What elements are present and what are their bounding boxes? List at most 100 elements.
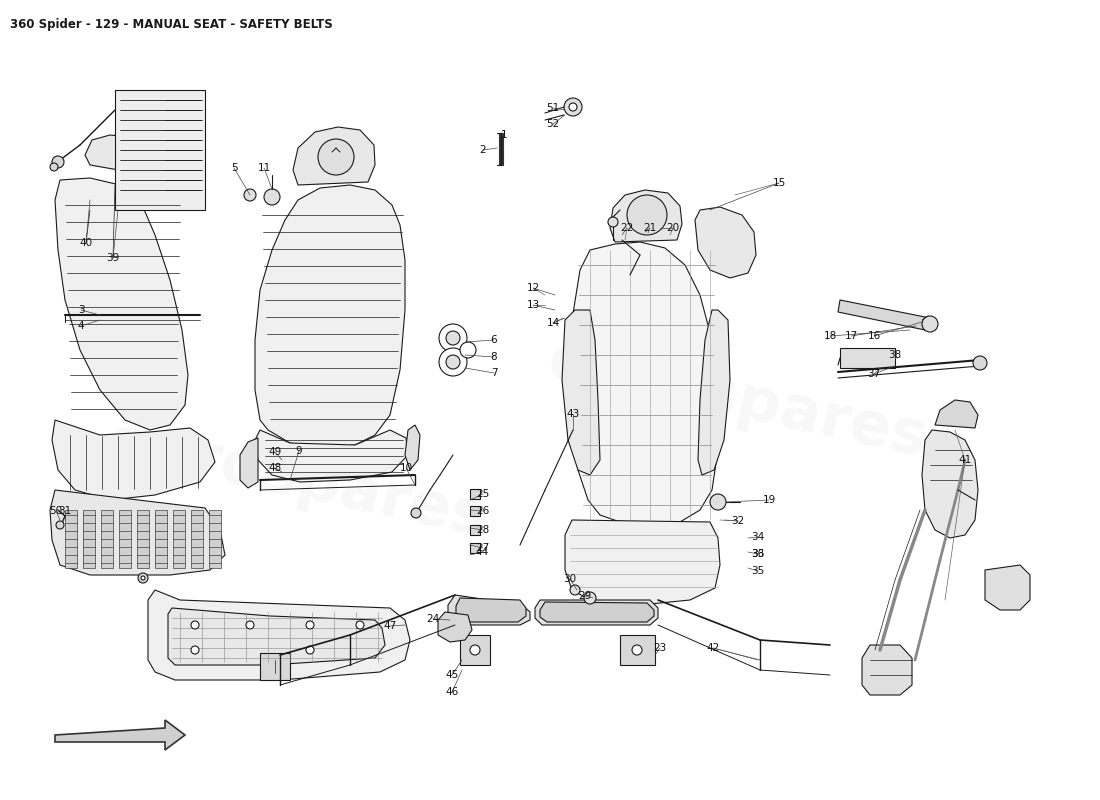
Circle shape — [306, 621, 313, 629]
Text: 20: 20 — [667, 223, 680, 233]
Polygon shape — [610, 190, 682, 242]
Text: 15: 15 — [772, 178, 785, 188]
Text: 52: 52 — [547, 119, 560, 129]
Text: 25: 25 — [476, 489, 490, 499]
Polygon shape — [173, 510, 185, 568]
Text: 10: 10 — [399, 463, 412, 473]
Text: 48: 48 — [268, 463, 282, 473]
Polygon shape — [456, 598, 526, 622]
Text: 26: 26 — [476, 506, 490, 516]
Text: 36: 36 — [751, 549, 764, 559]
Circle shape — [608, 217, 618, 227]
Polygon shape — [620, 635, 654, 665]
Text: 44: 44 — [475, 547, 488, 557]
Text: 50: 50 — [50, 506, 63, 516]
Text: 17: 17 — [845, 331, 858, 341]
Circle shape — [564, 98, 582, 116]
Circle shape — [446, 355, 460, 369]
Text: 32: 32 — [732, 516, 745, 526]
Text: 6: 6 — [491, 335, 497, 345]
Polygon shape — [148, 590, 410, 680]
Text: 46: 46 — [446, 687, 459, 697]
Polygon shape — [255, 430, 408, 482]
Text: 9: 9 — [296, 446, 303, 456]
Polygon shape — [101, 510, 113, 568]
Polygon shape — [460, 635, 490, 665]
Polygon shape — [695, 207, 756, 278]
Text: 37: 37 — [868, 369, 881, 379]
Circle shape — [56, 521, 64, 529]
Polygon shape — [260, 653, 290, 680]
Polygon shape — [50, 490, 225, 575]
Text: 45: 45 — [446, 670, 459, 680]
Polygon shape — [470, 543, 480, 553]
Circle shape — [570, 585, 580, 595]
Text: eurospares: eurospares — [102, 411, 492, 549]
Circle shape — [470, 645, 480, 655]
Circle shape — [138, 573, 148, 583]
Circle shape — [627, 195, 667, 235]
Circle shape — [318, 139, 354, 175]
Text: 7: 7 — [491, 368, 497, 378]
Text: eurospares: eurospares — [542, 331, 932, 469]
Text: 13: 13 — [527, 300, 540, 310]
Polygon shape — [85, 135, 155, 172]
Polygon shape — [470, 525, 480, 535]
Polygon shape — [565, 520, 720, 605]
Text: 2: 2 — [480, 145, 486, 155]
Text: 42: 42 — [706, 643, 719, 653]
Text: 19: 19 — [762, 495, 776, 505]
Polygon shape — [293, 127, 375, 185]
Polygon shape — [698, 310, 730, 475]
Text: 1: 1 — [500, 130, 507, 140]
Text: 34: 34 — [751, 532, 764, 542]
Text: 21: 21 — [644, 223, 657, 233]
Polygon shape — [984, 565, 1030, 610]
Polygon shape — [562, 310, 600, 475]
Polygon shape — [438, 612, 472, 642]
Text: 22: 22 — [620, 223, 634, 233]
Polygon shape — [540, 602, 654, 622]
Text: 29: 29 — [579, 591, 592, 601]
Text: 3: 3 — [78, 305, 85, 315]
Circle shape — [306, 646, 313, 654]
Circle shape — [191, 646, 199, 654]
Circle shape — [52, 156, 64, 168]
Circle shape — [446, 331, 460, 345]
Polygon shape — [82, 510, 95, 568]
Polygon shape — [935, 400, 978, 428]
Polygon shape — [168, 608, 385, 665]
Polygon shape — [116, 90, 205, 210]
Text: 16: 16 — [868, 331, 881, 341]
Circle shape — [264, 189, 280, 205]
Polygon shape — [55, 720, 185, 750]
Circle shape — [439, 324, 468, 352]
Text: 24: 24 — [427, 614, 440, 624]
Circle shape — [710, 494, 726, 510]
Polygon shape — [470, 489, 480, 499]
Polygon shape — [570, 242, 718, 525]
Polygon shape — [209, 510, 221, 568]
Circle shape — [569, 103, 578, 111]
Text: 43: 43 — [566, 409, 580, 419]
Text: 47: 47 — [384, 621, 397, 631]
Polygon shape — [155, 510, 167, 568]
Polygon shape — [405, 425, 420, 470]
Text: 18: 18 — [824, 331, 837, 341]
Text: 28: 28 — [476, 525, 490, 535]
Circle shape — [632, 645, 642, 655]
Polygon shape — [138, 510, 148, 568]
Polygon shape — [448, 595, 530, 625]
Text: 4: 4 — [78, 321, 85, 331]
Polygon shape — [499, 133, 503, 165]
Text: 40: 40 — [79, 238, 92, 248]
Text: 39: 39 — [107, 253, 120, 263]
Text: 23: 23 — [653, 643, 667, 653]
Polygon shape — [119, 510, 131, 568]
Circle shape — [191, 621, 199, 629]
Circle shape — [974, 356, 987, 370]
Polygon shape — [55, 178, 188, 430]
Text: 35: 35 — [751, 566, 764, 576]
Text: 30: 30 — [563, 574, 576, 584]
Text: 33: 33 — [751, 549, 764, 559]
